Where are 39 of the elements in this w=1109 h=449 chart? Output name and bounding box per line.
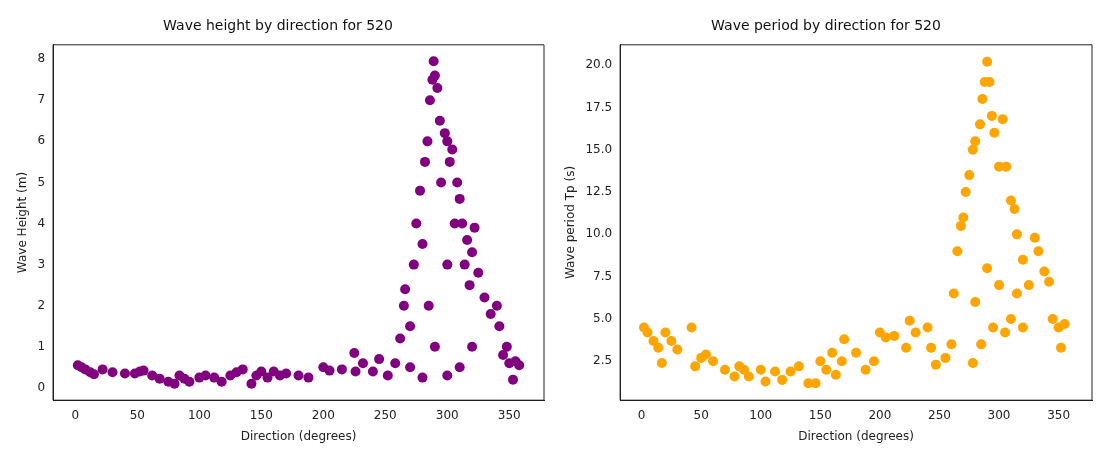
x-tick-label: 0 [71, 407, 80, 422]
x-tick-label: 100 [187, 407, 211, 422]
chart-title: Wave period by direction for 520 [711, 17, 941, 34]
x-tick-label: 250 [928, 407, 951, 422]
x-tick-label: 300 [435, 407, 459, 422]
x-tick-label: 100 [749, 407, 773, 422]
y-tick-label: 7.5 [593, 268, 613, 283]
x-tick-label: 350 [1047, 407, 1071, 422]
x-tick-label: 200 [311, 407, 335, 422]
x-tick-label: 250 [373, 407, 397, 422]
y-tick-label: 10.0 [585, 226, 613, 241]
x-axis-title: Direction (degrees) [798, 428, 914, 443]
y-tick-label: 2 [37, 297, 46, 312]
x-tick-label: 300 [987, 407, 1011, 422]
y-tick-label: 5 [37, 174, 46, 189]
y-tick-label: 1 [37, 338, 46, 353]
x-tick-label: 350 [497, 407, 521, 422]
y-tick-label: 6 [37, 133, 46, 148]
y-tick-label: 8 [37, 51, 46, 66]
y-tick-label: 5.0 [593, 311, 613, 326]
x-tick-label: 150 [808, 407, 832, 422]
y-tick-label: 0 [37, 380, 46, 394]
x-tick-label: 50 [693, 407, 709, 422]
y-tick-label: 7 [37, 92, 46, 107]
y-tick-label: 3 [37, 256, 46, 271]
y-tick-label: 4 [37, 215, 46, 230]
x-tick-label: 0 [637, 407, 646, 422]
y-tick-label: 17.5 [585, 99, 613, 114]
y-tick-label: 20.0 [585, 57, 613, 72]
chart-title: Wave height by direction for 520 [163, 17, 393, 34]
y-axis-title: Wave Height (m) [15, 171, 30, 274]
y-axis-title: Wave period Tp (s) [563, 165, 578, 280]
x-tick-label: 50 [129, 407, 145, 422]
x-tick-label: 150 [249, 407, 273, 422]
y-tick-label: 2.5 [593, 353, 613, 368]
x-tick-label: 200 [868, 407, 892, 422]
x-axis-title: Direction (degrees) [240, 428, 357, 443]
y-tick-label: 15.0 [585, 141, 613, 156]
y-tick-label: 12.5 [585, 184, 613, 199]
